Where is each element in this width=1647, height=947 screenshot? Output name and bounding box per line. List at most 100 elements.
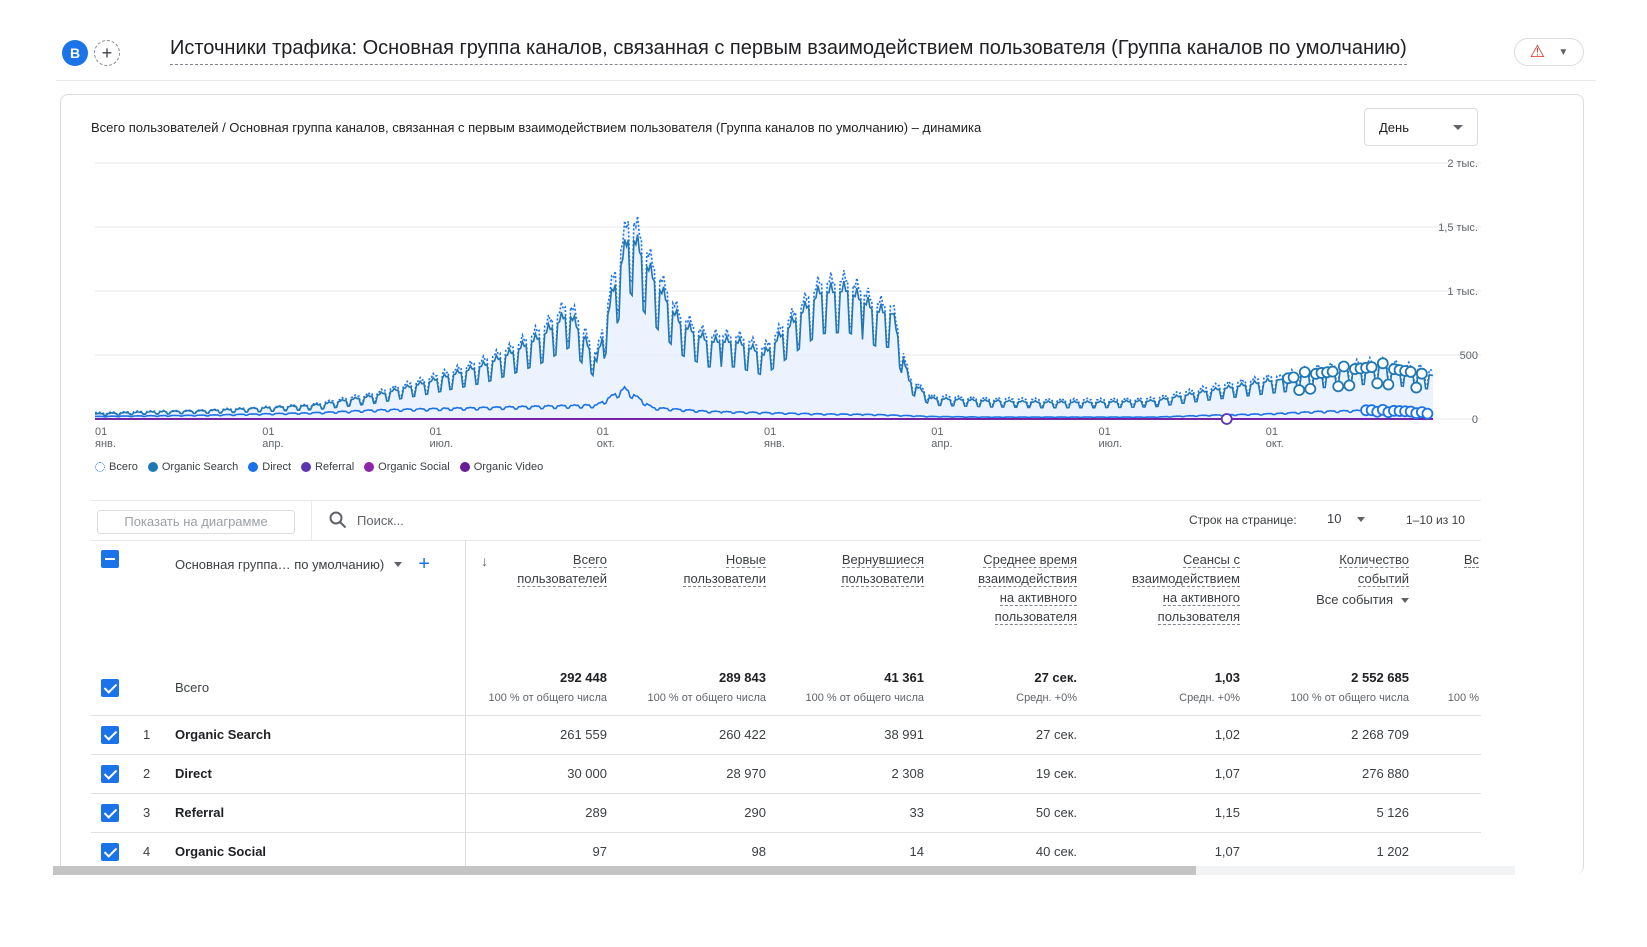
chart-legend: Всего Organic Search Direct Referral Organic… (95, 461, 543, 473)
row-checkbox[interactable] (101, 804, 119, 822)
x-tick-label: 01 (597, 426, 609, 438)
data-point-marker (1332, 380, 1345, 393)
x-tick-label: июл. (1099, 438, 1123, 450)
table-cell: 40 сек. (1035, 844, 1077, 859)
granularity-select[interactable]: День (1364, 108, 1478, 146)
data-point-marker (1421, 407, 1434, 420)
event-filter-select[interactable]: Все события (1316, 590, 1409, 609)
y-tick-label: 2 тыс. (1447, 158, 1478, 170)
table-cell: 290 (744, 805, 766, 820)
legend-item[interactable]: Всего (95, 461, 138, 473)
legend-item[interactable]: Organic Search (147, 461, 238, 473)
total-percentage: 100 % от общего числа (805, 692, 924, 704)
x-tick-label: апр. (931, 438, 952, 450)
legend-swatch (364, 462, 375, 472)
rows-per-page-select[interactable]: 10 (1327, 511, 1373, 526)
total-percentage: Средн. +0% (1016, 692, 1077, 704)
x-tick-label: окт. (597, 438, 615, 450)
y-tick-label: 1 тыс. (1447, 286, 1478, 298)
add-comparison-button[interactable]: + (94, 40, 120, 66)
total-value: 292 448 (560, 670, 607, 685)
column-header-label: пользователя (1157, 609, 1240, 625)
column-header[interactable]: Вернувшиеся пользователи (841, 550, 924, 588)
legend-item[interactable]: Organic Video (459, 461, 543, 473)
y-tick-label: 1,5 тыс. (1438, 222, 1478, 234)
legend-item[interactable]: Referral (301, 461, 354, 473)
select-all-checkbox[interactable] (101, 550, 119, 568)
column-header-label: Сеансы с (1183, 552, 1240, 568)
x-tick-label: янв. (95, 438, 116, 450)
report-header: B + Источники трафика: Основная группа к… (56, 28, 1596, 80)
sort-descending-icon[interactable]: ↓ (481, 553, 488, 569)
legend-label: Direct (262, 461, 292, 473)
table-cell: 289 (585, 805, 607, 820)
column-header-label: взаимодействием (1132, 571, 1240, 587)
table-search[interactable]: Поиск... (329, 511, 404, 529)
divider (91, 500, 1481, 501)
total-percentage: 100 % от общего числа (488, 692, 607, 704)
x-tick-label: апр. (262, 438, 283, 450)
total-row-checkbox[interactable] (101, 679, 119, 697)
total-value: 2 552 685 (1351, 670, 1409, 685)
column-header-label: на активного (999, 590, 1077, 606)
show-on-chart-button[interactable]: Показать на диаграмме (97, 510, 295, 534)
row-index: 2 (143, 766, 151, 781)
page-title[interactable]: Источники трафика: Основная группа канал… (170, 37, 1407, 65)
granularity-value: День (1379, 120, 1409, 135)
data-quality-alert-button[interactable]: ⚠ ▼ (1514, 38, 1584, 66)
column-header[interactable]: Вс (1463, 550, 1479, 569)
warning-icon: ⚠ (1529, 42, 1545, 61)
chevron-down-icon (1401, 598, 1409, 604)
table-cell: 261 559 (560, 727, 607, 742)
table-cell: 276 880 (1362, 766, 1409, 781)
table-cell: 97 (592, 844, 607, 859)
table-cell: 30 000 (567, 766, 607, 781)
table-cell: 260 422 (719, 727, 766, 742)
search-input[interactable]: Поиск... (357, 512, 404, 528)
legend-item[interactable]: Direct (248, 461, 291, 473)
data-point-marker (1298, 366, 1311, 379)
scrollbar-thumb[interactable] (53, 866, 1196, 875)
data-point-marker (1415, 367, 1428, 380)
total-value: 1,03 (1214, 670, 1240, 685)
chevron-down-icon (394, 561, 403, 567)
legend-swatch (95, 462, 105, 472)
event-filter-label: Все события (1316, 592, 1393, 607)
horizontal-scrollbar[interactable] (53, 866, 1515, 875)
dimension-header[interactable]: Основная группа… по умолчанию) + (175, 554, 430, 574)
column-header[interactable]: Новые пользователи (683, 550, 766, 588)
table-cell: 1,15 (1214, 805, 1240, 820)
legend-swatch (248, 462, 259, 472)
data-point-marker (1293, 384, 1306, 397)
column-header[interactable]: Количество событий Все события (1316, 550, 1409, 609)
comparison-avatar[interactable]: B (62, 40, 88, 66)
legend-label: Всего (109, 461, 138, 473)
y-tick-label: 0 (1472, 414, 1478, 426)
row-checkbox[interactable] (101, 726, 119, 744)
table-cell: 98 (751, 844, 766, 859)
data-point-marker (1382, 378, 1395, 391)
x-tick-label: 01 (1099, 426, 1111, 438)
table-cell: 33 (909, 805, 924, 820)
row-channel-name: Organic Search (175, 727, 272, 742)
data-point-marker (1220, 413, 1233, 425)
column-header[interactable]: Сеансы с взаимодействием на активного польз… (1132, 550, 1240, 626)
table-cell: 14 (909, 844, 924, 859)
row-checkbox[interactable] (101, 843, 119, 861)
total-value: 27 сек. (1034, 670, 1077, 685)
row-channel-name: Referral (175, 805, 225, 820)
data-point-marker (1304, 382, 1317, 395)
row-checkbox[interactable] (101, 765, 119, 783)
column-header[interactable]: Среднее время взаимодействия на активного п… (978, 550, 1077, 626)
table-cell: 1,02 (1214, 727, 1240, 742)
row-divider (91, 793, 1481, 794)
legend-item[interactable]: Organic Social (364, 461, 450, 473)
x-tick-label: 01 (764, 426, 776, 438)
dimension-header-label: Основная группа… по умолчанию) (175, 556, 385, 572)
table-cell: 1,07 (1214, 844, 1240, 859)
column-header[interactable]: Всего пользователей (517, 550, 607, 588)
line-chart: 2 тыс.1,5 тыс.1 тыс.500001янв.01апр.01ию… (94, 158, 1481, 450)
series-line-direct (95, 385, 1434, 419)
column-header-label: пользователи (683, 571, 766, 587)
add-dimension-icon[interactable]: + (418, 553, 430, 575)
